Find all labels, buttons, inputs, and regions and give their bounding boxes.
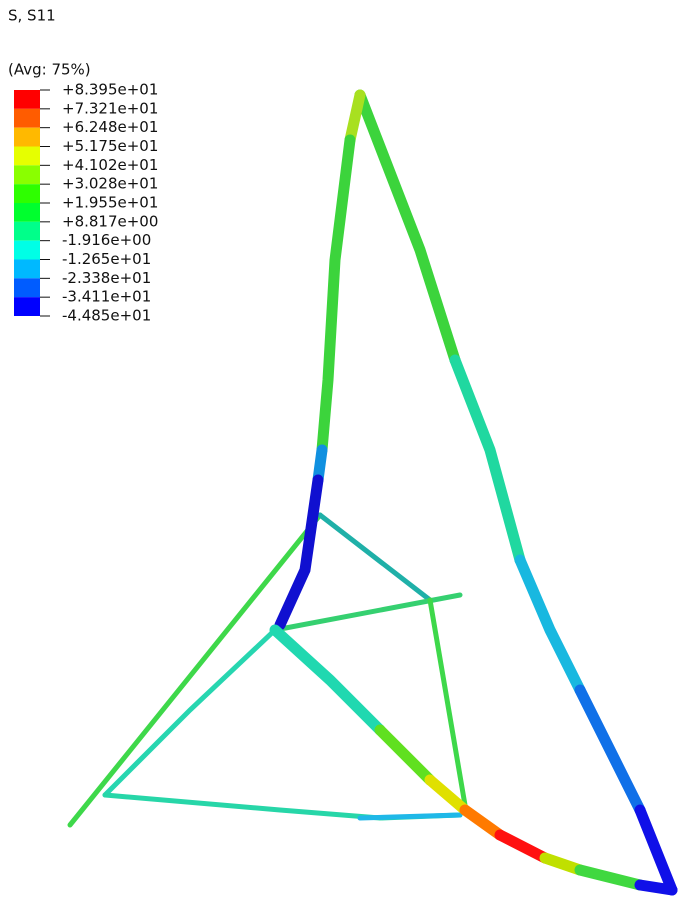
- beam: [494, 829, 551, 864]
- beam: [459, 804, 506, 841]
- beam: [574, 864, 646, 891]
- beam: [316, 134, 356, 456]
- legend-band: [14, 127, 40, 147]
- legend: +8.395e+01+7.321e+01+6.248e+01+5.175e+01…: [14, 81, 158, 325]
- main-frame: [269, 89, 678, 896]
- legend-label: +4.102e+01: [62, 156, 158, 174]
- legend-band: [14, 259, 40, 279]
- legend-label: -2.338e+01: [62, 269, 151, 287]
- beam: [317, 512, 433, 603]
- legend-label: +8.817e+00: [62, 212, 158, 230]
- legend-label: -3.411e+01: [62, 288, 151, 306]
- legend-label: -1.265e+01: [62, 250, 151, 268]
- beam: [574, 684, 646, 816]
- legend-band: [14, 184, 40, 203]
- beam: [539, 852, 586, 876]
- legend-band: [14, 165, 40, 185]
- legend-label: -4.485e+01: [62, 307, 151, 325]
- legend-band: [14, 203, 40, 222]
- legend-label: +7.321e+01: [62, 99, 158, 117]
- beam: [634, 879, 678, 896]
- beam: [102, 627, 278, 798]
- legend-band: [14, 146, 40, 166]
- legend-band: [14, 90, 40, 109]
- beam: [449, 354, 526, 566]
- legend-band: [14, 297, 40, 316]
- legend-band: [14, 221, 40, 241]
- beam: [634, 804, 678, 896]
- beam: [67, 512, 323, 828]
- inner-members: [67, 512, 468, 828]
- beam: [357, 812, 463, 821]
- plot-title: S, S11: [8, 7, 56, 25]
- beam: [514, 554, 586, 696]
- legend-label: -1.916e+00: [62, 231, 151, 249]
- beam: [274, 474, 324, 631]
- beam: [427, 597, 468, 808]
- legend-band: [14, 278, 40, 298]
- legend-label: +8.395e+01: [62, 81, 158, 99]
- beam: [374, 724, 436, 786]
- beam: [354, 89, 461, 366]
- beam: [344, 89, 366, 146]
- legend-label: +6.248e+01: [62, 118, 158, 136]
- legend-band: [14, 108, 40, 128]
- legend-label: +3.028e+01: [62, 175, 158, 193]
- legend-label: +1.955e+01: [62, 194, 158, 212]
- beam: [424, 774, 471, 816]
- legend-label: +5.175e+01: [62, 137, 158, 155]
- legend-band: [14, 240, 40, 260]
- model: [67, 89, 678, 896]
- plot-subtitle: (Avg: 75%): [8, 61, 91, 79]
- beam: [269, 624, 386, 736]
